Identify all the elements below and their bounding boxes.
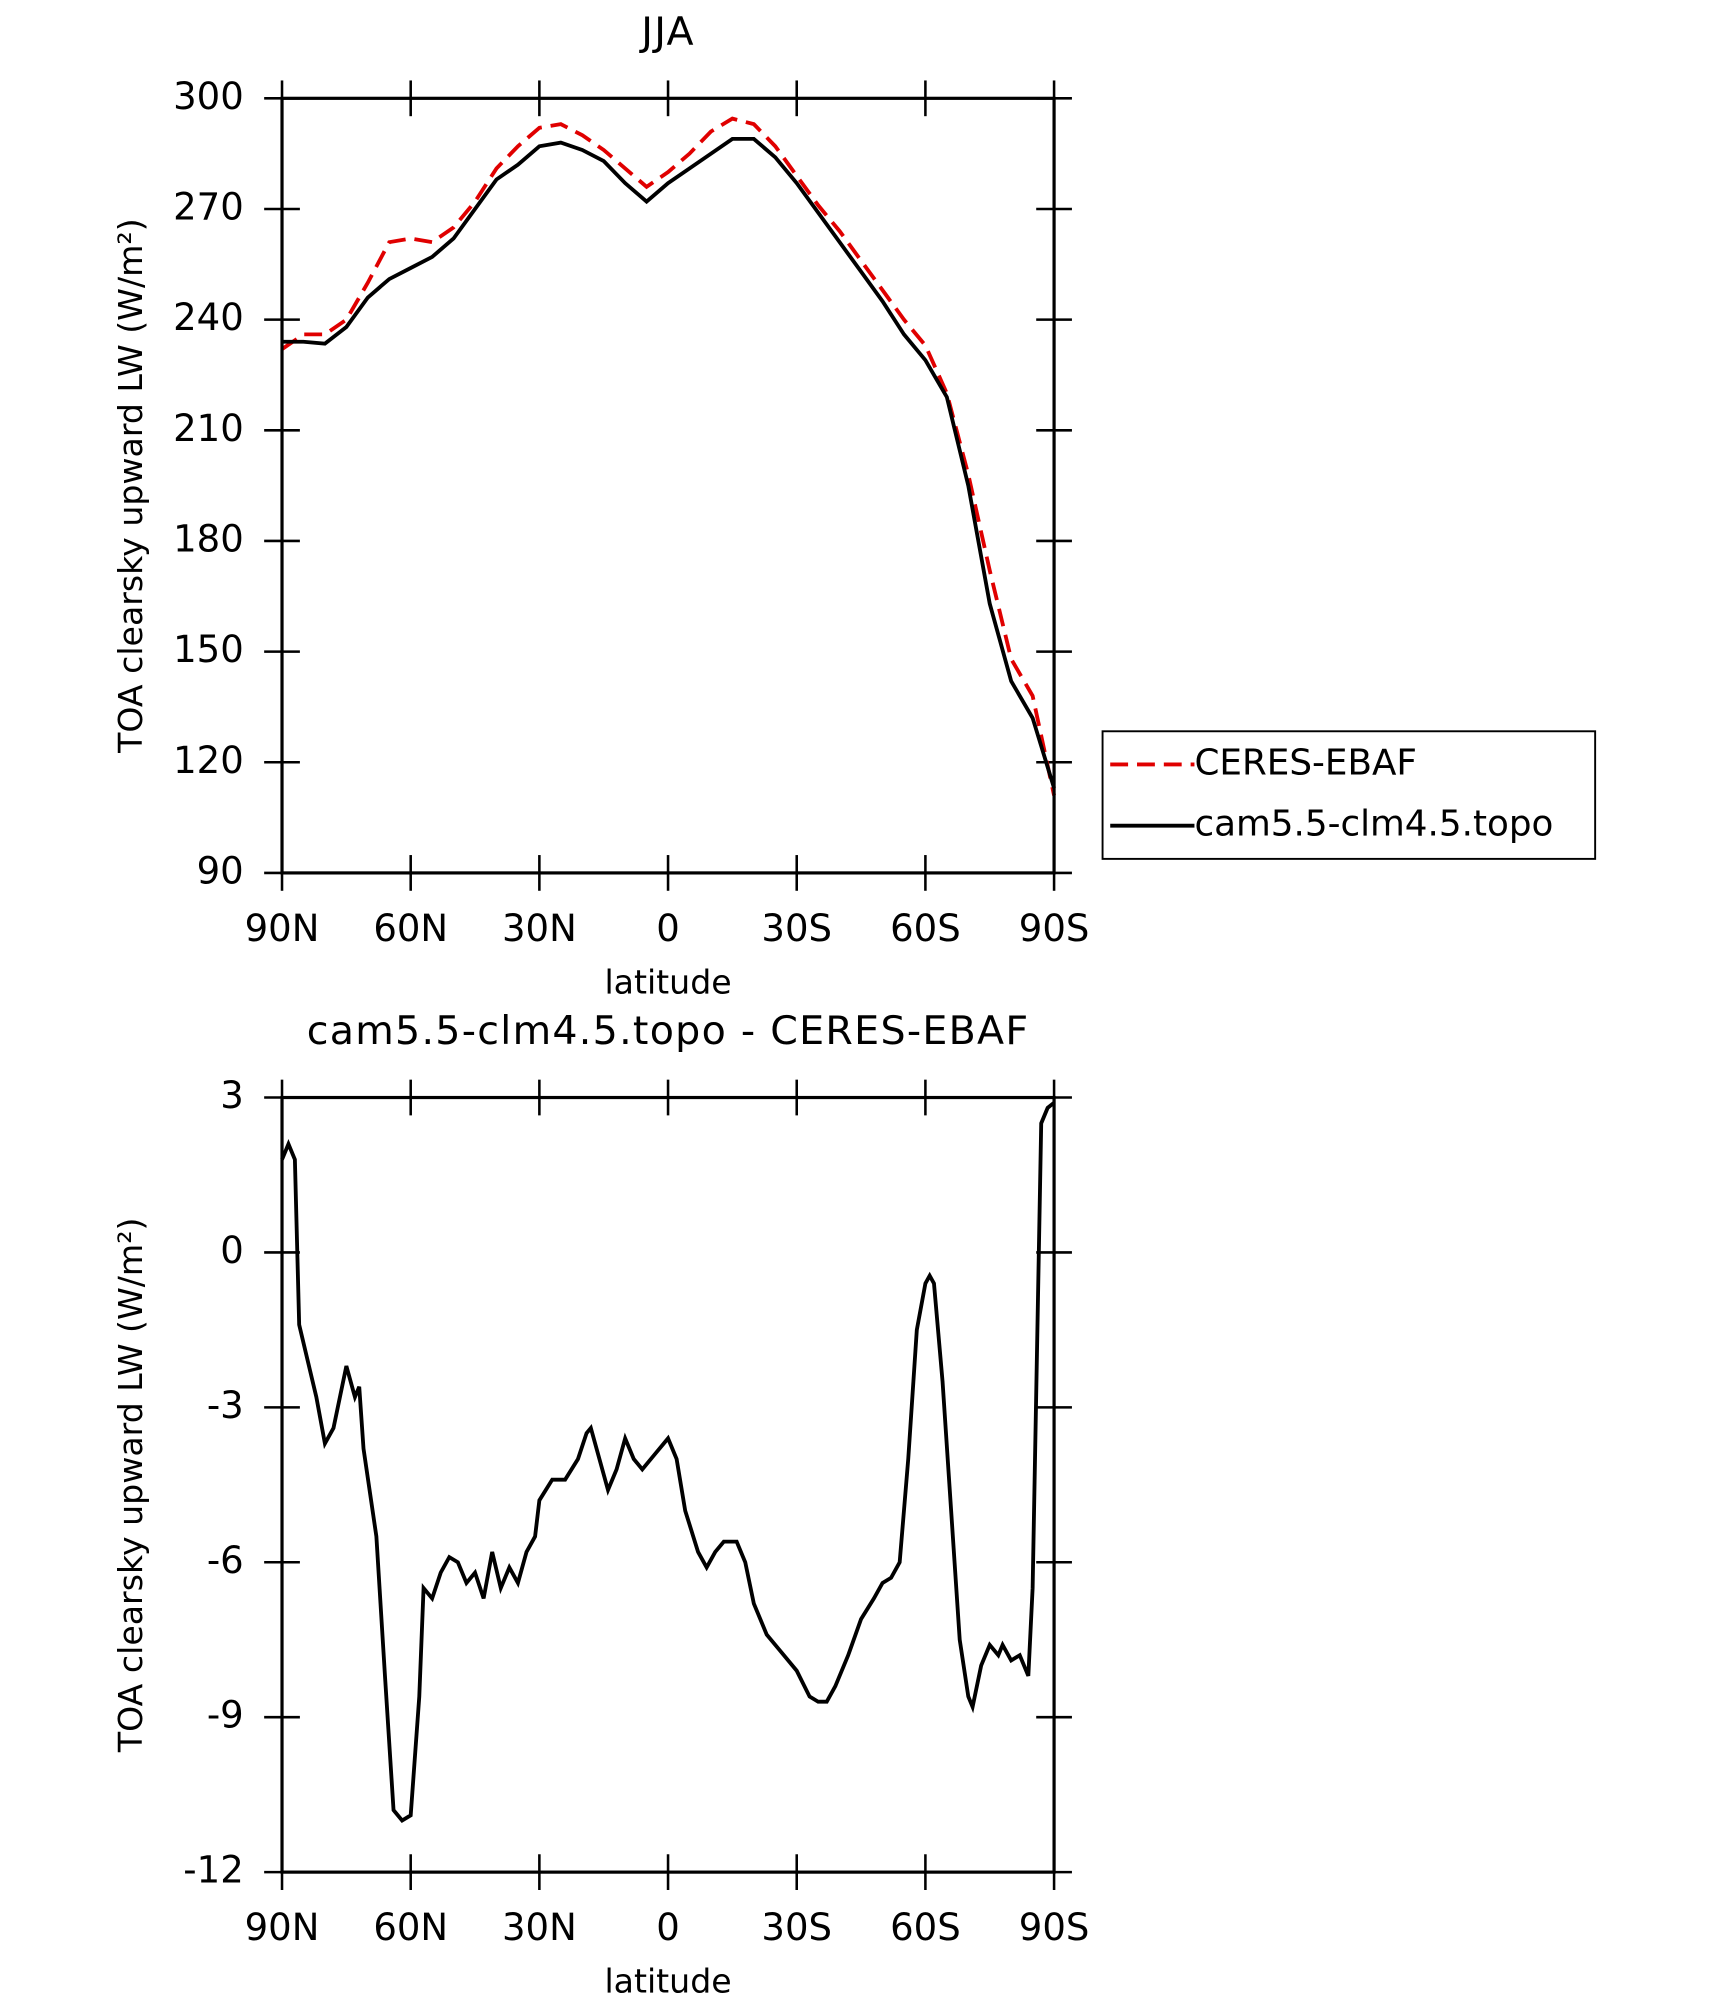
legend-label: cam5.5-clm4.5.topo: [1194, 804, 1553, 845]
y-tick-label: 300: [173, 75, 244, 118]
y-tick-label: 90: [197, 849, 244, 892]
x-tick-label: 30S: [761, 907, 832, 950]
x-tick-label: 30S: [761, 1906, 832, 1949]
y-tick-label: -12: [183, 1849, 243, 1892]
x-tick-label: 30N: [502, 1906, 577, 1949]
legend-box: [1101, 730, 1597, 860]
data-line: [280, 116, 1056, 796]
x-axis-label: latitude: [604, 962, 731, 1001]
y-tick-label: 150: [173, 628, 244, 671]
y-tick-label: -6: [207, 1539, 244, 1582]
y-axis-label: TOA clearsky upward LW (W/m²): [111, 1218, 150, 1754]
y-tick-label: 3: [220, 1074, 244, 1117]
y-tick-label: 240: [173, 296, 244, 339]
chart-title: cam5.5-clm4.5.topo - CERES-EBAF: [307, 1008, 1030, 1054]
y-axis-label: TOA clearsky upward LW (W/m²): [111, 218, 150, 754]
legend-label: CERES-EBAF: [1194, 742, 1417, 783]
y-tick-label: 120: [173, 739, 244, 782]
data-line: [282, 136, 1056, 789]
plot-frame: [280, 96, 1056, 875]
x-tick-label: 90N: [245, 1906, 320, 1949]
y-tick-label: 210: [173, 407, 244, 450]
x-tick-label: 0: [656, 1906, 680, 1949]
x-tick-label: 60S: [890, 907, 961, 950]
x-tick-label: 60N: [373, 907, 448, 950]
x-tick-label: 90N: [245, 907, 320, 950]
x-tick-label: 60S: [890, 1906, 961, 1949]
y-tick-label: 180: [173, 517, 244, 560]
x-tick-label: 30N: [502, 907, 577, 950]
x-axis-label: latitude: [604, 1962, 731, 2001]
y-tick-label: 270: [173, 185, 244, 228]
chart-title: JJA: [638, 9, 695, 55]
y-tick-label: 0: [220, 1229, 244, 1272]
y-tick-label: -9: [207, 1694, 244, 1737]
data-line: [280, 1101, 1056, 1823]
x-tick-label: 60N: [373, 1906, 448, 1949]
y-tick-label: -3: [207, 1384, 244, 1427]
x-tick-label: 90S: [1019, 907, 1090, 950]
x-tick-label: 90S: [1019, 1906, 1090, 1949]
plot-frame: [280, 1095, 1056, 1874]
x-tick-label: 0: [656, 907, 680, 950]
